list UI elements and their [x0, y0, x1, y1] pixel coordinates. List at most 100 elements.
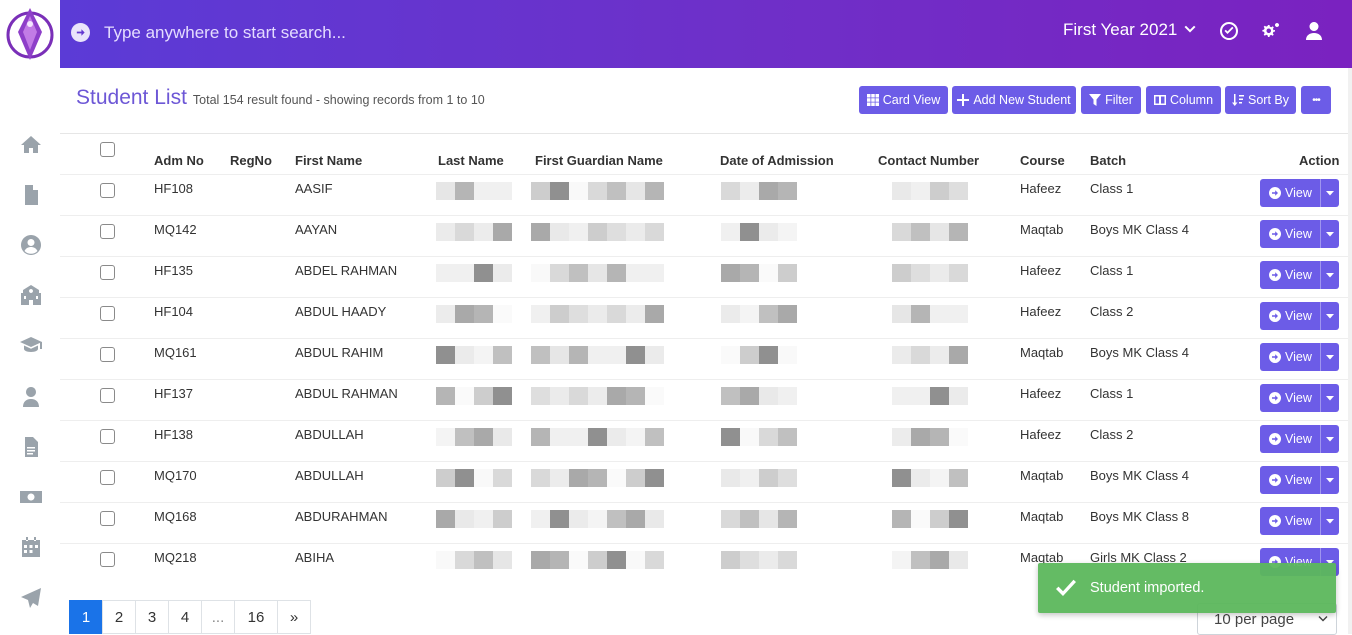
col-first-name[interactable]: First Name: [295, 153, 363, 168]
row-checkbox[interactable]: [100, 429, 115, 444]
view-button[interactable]: View: [1260, 302, 1339, 330]
view-dropdown-toggle[interactable]: [1320, 302, 1339, 330]
redacted-field: [531, 223, 664, 241]
arrow-right-circle-icon[interactable]: [71, 23, 90, 42]
school-icon[interactable]: [16, 280, 46, 310]
redacted-field: [531, 551, 664, 569]
col-date-of-admission[interactable]: Date of Admission: [720, 153, 834, 168]
redacted-field: [892, 551, 968, 569]
redacted-field: [721, 428, 797, 446]
caret-down-icon: [1326, 273, 1334, 278]
view-label: View: [1260, 432, 1320, 446]
money-icon[interactable]: [16, 482, 46, 512]
view-button[interactable]: View: [1260, 425, 1339, 453]
year-selector[interactable]: First Year 2021: [1063, 20, 1197, 40]
card-view-button[interactable]: Card View: [859, 86, 948, 114]
search-input[interactable]: [104, 18, 704, 48]
arrow-right-circle-icon: [1269, 187, 1281, 199]
row-checkbox[interactable]: [100, 347, 115, 362]
first-name-cell: ABDULLAH: [295, 468, 364, 483]
row-checkbox[interactable]: [100, 265, 115, 280]
view-dropdown-toggle[interactable]: [1320, 220, 1339, 248]
caret-down-icon: [1326, 437, 1334, 442]
page-button[interactable]: 4: [168, 600, 202, 634]
col-last-name[interactable]: Last Name: [438, 153, 504, 168]
redacted-field: [892, 469, 968, 487]
caret-down-icon: [1326, 560, 1334, 565]
view-button[interactable]: View: [1260, 220, 1339, 248]
redacted-field: [721, 387, 797, 405]
toast-notification[interactable]: Student imported.: [1038, 563, 1336, 613]
row-checkbox[interactable]: [100, 552, 115, 567]
view-button[interactable]: View: [1260, 261, 1339, 289]
document-icon[interactable]: [16, 432, 46, 462]
row-divider: [60, 297, 1352, 298]
course-cell: Maqtab: [1020, 468, 1064, 483]
adm-no-cell: HF135: [154, 263, 194, 278]
view-dropdown-toggle[interactable]: [1320, 343, 1339, 371]
col-guardian-name[interactable]: First Guardian Name: [535, 153, 663, 168]
page-button[interactable]: 16: [234, 600, 278, 634]
row-divider: [60, 256, 1352, 257]
course-cell: Hafeez: [1020, 181, 1062, 196]
adm-no-cell: HF104: [154, 304, 194, 319]
redacted-field: [436, 469, 512, 487]
arrow-right-circle-icon: [1269, 351, 1281, 363]
page-button[interactable]: 2: [102, 600, 136, 634]
col-course[interactable]: Course: [1020, 153, 1065, 168]
row-checkbox[interactable]: [100, 183, 115, 198]
col-contact-number[interactable]: Contact Number: [878, 153, 980, 168]
view-dropdown-toggle[interactable]: [1320, 507, 1339, 535]
batch-cell: Class 1: [1090, 386, 1134, 401]
user-icon[interactable]: [1303, 20, 1325, 42]
view-button[interactable]: View: [1260, 343, 1339, 371]
first-name-cell: ABDURAHMAN: [295, 509, 388, 524]
check-circle-icon[interactable]: [1218, 20, 1240, 42]
file-icon[interactable]: [16, 180, 46, 210]
row-checkbox[interactable]: [100, 388, 115, 403]
user-circle-icon[interactable]: [16, 230, 46, 260]
redacted-field: [892, 510, 968, 528]
view-dropdown-toggle[interactable]: [1320, 425, 1339, 453]
app-logo[interactable]: [4, 4, 56, 62]
col-reg-no[interactable]: RegNo: [230, 153, 272, 168]
select-all-checkbox[interactable]: [100, 142, 115, 157]
sort-by-button[interactable]: Sort By: [1225, 86, 1296, 114]
row-checkbox[interactable]: [100, 470, 115, 485]
page-button[interactable]: 1: [69, 600, 103, 634]
row-checkbox[interactable]: [100, 306, 115, 321]
row-checkbox[interactable]: [100, 511, 115, 526]
next-page-button[interactable]: »: [277, 600, 311, 634]
view-dropdown-toggle[interactable]: [1320, 179, 1339, 207]
course-cell: Hafeez: [1020, 386, 1062, 401]
graduation-cap-icon[interactable]: [16, 330, 46, 360]
redacted-field: [436, 387, 512, 405]
cogs-icon[interactable]: [1260, 20, 1282, 42]
course-cell: Maqtab: [1020, 345, 1064, 360]
view-button[interactable]: View: [1260, 507, 1339, 535]
col-batch[interactable]: Batch: [1090, 153, 1127, 168]
view-dropdown-toggle[interactable]: [1320, 548, 1339, 576]
view-button[interactable]: View: [1260, 384, 1339, 412]
col-adm-no[interactable]: Adm No: [154, 153, 204, 168]
view-button[interactable]: View: [1260, 179, 1339, 207]
view-dropdown-toggle[interactable]: [1320, 466, 1339, 494]
vertical-scrollbar[interactable]: [1348, 68, 1352, 634]
calendar-icon[interactable]: [16, 532, 46, 562]
filter-button[interactable]: Filter: [1081, 86, 1141, 114]
home-icon[interactable]: [16, 130, 46, 160]
user-tie-icon[interactable]: [16, 382, 46, 412]
send-icon[interactable]: [16, 583, 46, 613]
batch-cell: Girls MK Class 2: [1090, 550, 1187, 565]
row-checkbox[interactable]: [100, 224, 115, 239]
view-dropdown-toggle[interactable]: [1320, 384, 1339, 412]
more-options-button[interactable]: •••: [1301, 86, 1331, 114]
redacted-field: [531, 387, 664, 405]
view-button[interactable]: View: [1260, 466, 1339, 494]
page-button[interactable]: 3: [135, 600, 169, 634]
batch-cell: Class 2: [1090, 304, 1134, 319]
ellipsis-icon: •••: [1312, 94, 1320, 106]
view-dropdown-toggle[interactable]: [1320, 261, 1339, 289]
add-new-student-button[interactable]: Add New Student: [952, 86, 1076, 114]
column-button[interactable]: Column: [1146, 86, 1221, 114]
